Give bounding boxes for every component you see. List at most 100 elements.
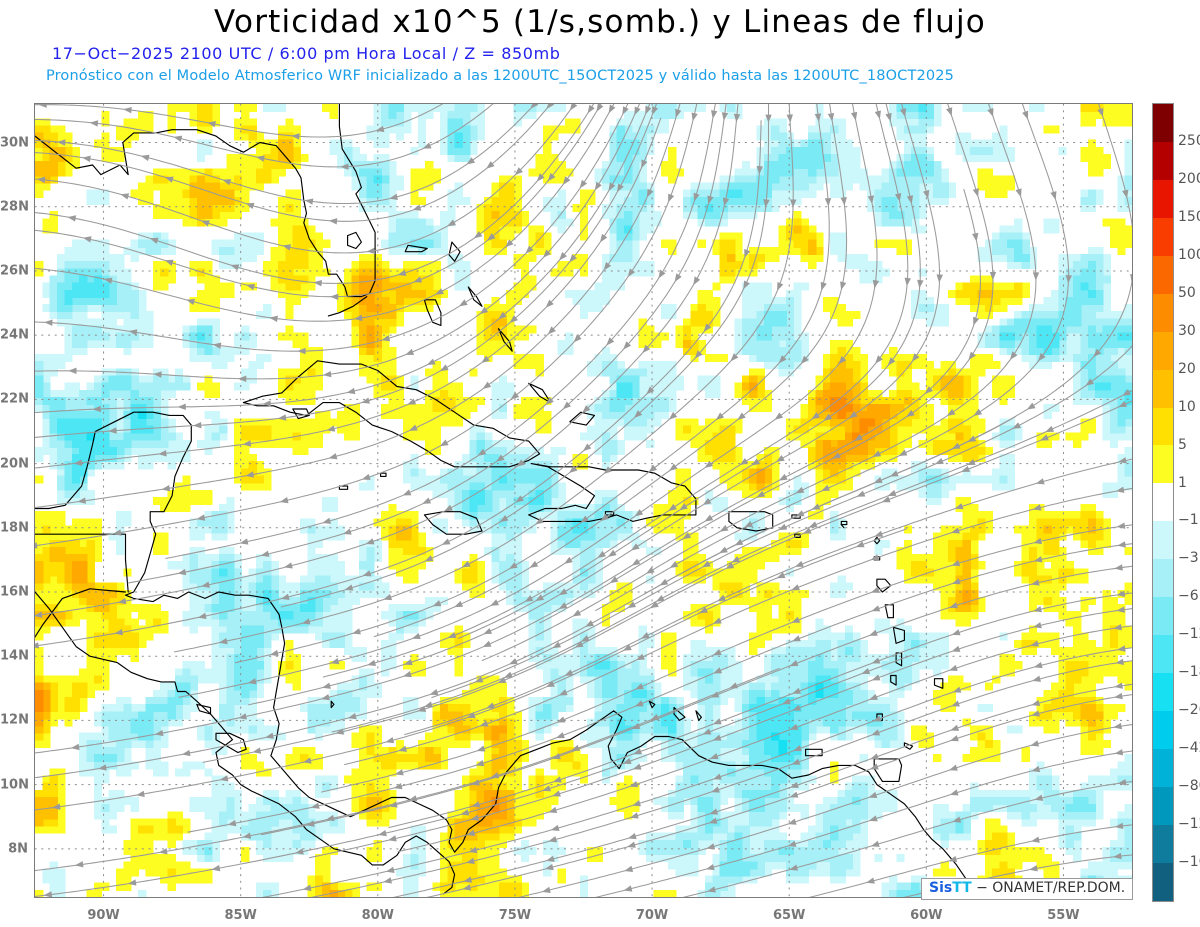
streamline-arrow-icon (269, 649, 279, 657)
streamline-arrow-icon (789, 781, 799, 788)
coastline-layer (35, 104, 993, 895)
streamline-arrow-icon (703, 323, 712, 332)
streamline-arrow-icon (297, 347, 306, 355)
streamline-arrow-icon (238, 713, 247, 720)
streamline-arrow-icon (149, 237, 159, 244)
streamline-arrow-icon (622, 106, 629, 116)
streamline-arrow-icon (774, 412, 784, 420)
coastline (423, 511, 483, 535)
streamline-arrow-icon (739, 457, 749, 466)
streamline-arrow-icon (674, 273, 682, 283)
streamline-arrow-icon (51, 803, 61, 810)
streamline-arrow-icon (269, 315, 278, 322)
streamline-arrow-icon (140, 154, 150, 161)
streamline-arrow-icon (256, 155, 265, 162)
streamline-arrow-icon (717, 594, 726, 602)
streamline-arrow-icon (712, 734, 722, 741)
streamline-arrow-icon (691, 112, 698, 122)
streamline-arrow-icon (279, 496, 289, 504)
streamline-arrow-icon (792, 745, 802, 752)
coastline (648, 700, 656, 709)
colorbar-band (1153, 711, 1173, 749)
streamline-arrow-icon (832, 452, 841, 459)
streamline-arrow-icon (515, 495, 524, 503)
streamline-arrow-icon (632, 800, 641, 807)
streamline (248, 104, 941, 706)
streamline-arrow-icon (1115, 658, 1124, 666)
streamline-arrow-icon (408, 795, 418, 802)
streamline-arrow-icon (239, 538, 249, 545)
streamline (35, 528, 907, 811)
streamline-arrow-icon (640, 632, 650, 639)
streamline-arrow-icon (778, 473, 788, 481)
streamline-arrow-icon (514, 167, 524, 176)
streamline-arrow-icon (112, 529, 122, 536)
colorbar-band (1153, 369, 1173, 408)
streamline-arrow-icon (881, 496, 891, 503)
streamline-arrow-icon (181, 749, 191, 757)
coastline (327, 296, 368, 317)
streamline-arrow-icon (74, 861, 84, 868)
streamline-arrow-icon (669, 463, 678, 471)
map-canvas (35, 104, 1132, 897)
colorbar-tick-label: −120 (1178, 816, 1200, 833)
lat-lon-grid-layer (35, 104, 1132, 897)
streamline-arrow-icon (961, 465, 970, 472)
streamline-arrow-icon (545, 680, 555, 688)
streamline-arrow-icon (870, 753, 879, 760)
streamline-arrow-icon (335, 728, 345, 735)
streamline-arrow-icon (603, 466, 612, 475)
streamline-arrow-icon (949, 602, 958, 609)
streamline (234, 104, 830, 664)
streamline-arrow-icon (1097, 108, 1104, 117)
lat-tick-label: 12N (0, 712, 29, 728)
streamline-arrow-icon (36, 176, 46, 184)
streamline-arrow-icon (280, 593, 290, 600)
streamline-arrow-icon (1085, 378, 1095, 386)
streamline-arrow-icon (855, 541, 865, 548)
streamline-arrow-icon (706, 843, 716, 850)
streamline-arrow-icon (924, 386, 934, 394)
coastline (695, 710, 702, 721)
colorbar-band (1153, 293, 1173, 332)
streamline-arrow-icon (1118, 400, 1128, 408)
streamline-arrow-icon (874, 110, 881, 120)
streamline-arrow-icon (827, 112, 835, 122)
streamline-arrow-icon (765, 114, 772, 123)
streamline-arrow-icon (715, 412, 725, 421)
streamline-arrow-icon (867, 195, 875, 205)
colorbar-band (1153, 786, 1173, 825)
streamline-arrow-icon (365, 538, 375, 545)
streamline-arrow-icon (302, 884, 312, 891)
streamline-arrow-icon (495, 454, 505, 462)
streamline-arrow-icon (477, 448, 487, 456)
vorticity-band (35, 104, 1132, 897)
streamline-arrow-icon (574, 641, 584, 648)
streamline-arrow-icon (544, 863, 554, 871)
streamline-arrow-icon (474, 676, 484, 683)
streamline-arrow-icon (310, 802, 320, 809)
streamline-arrow-icon (866, 877, 875, 884)
streamline-arrow-icon (887, 489, 897, 496)
streamline-arrow-icon (951, 527, 960, 534)
streamline-arrow-icon (1033, 661, 1043, 669)
lon-tick-label: 75W (498, 908, 532, 923)
streamline-arrow-icon (389, 193, 398, 201)
map-plot-area[interactable] (34, 103, 1133, 898)
streamline-arrow-icon (645, 105, 652, 115)
streamline-arrow-icon (719, 524, 729, 532)
streamline-arrow-icon (302, 757, 312, 764)
streamline-arrow-icon (951, 629, 961, 636)
streamline-arrow-icon (1130, 273, 1132, 283)
lon-tick-label: 70W (635, 908, 669, 923)
streamline-arrow-icon (508, 658, 518, 665)
streamline-arrow-icon (193, 421, 202, 429)
streamline-arrow-icon (1040, 434, 1049, 441)
lat-tick-label: 26N (0, 263, 29, 279)
streamline-arrow-icon (756, 165, 763, 175)
colorbar-tick-label: 30 (1178, 322, 1196, 339)
streamline-arrow-icon (1113, 852, 1122, 860)
colorbar[interactable] (1152, 103, 1174, 902)
streamline-arrow-icon (580, 515, 589, 523)
streamline-arrow-icon (454, 600, 464, 608)
